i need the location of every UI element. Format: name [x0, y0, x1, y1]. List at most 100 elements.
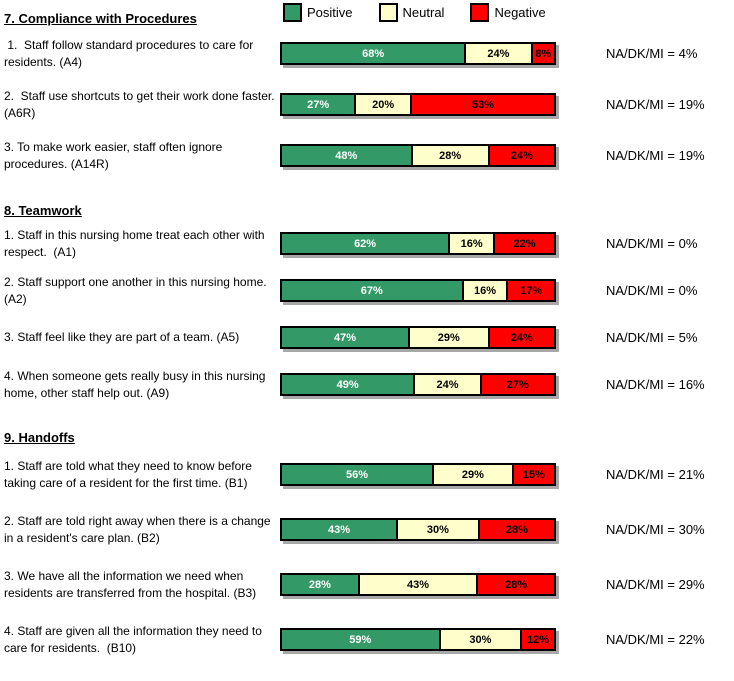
chart-body: 7. Compliance with Procedures 1. Staff f…: [4, 10, 734, 667]
question-text: 3. Staff feel like they are part of a te…: [4, 330, 240, 344]
bar-segment-negative: 24%: [487, 146, 554, 165]
bar-segment-positive: 27%: [282, 95, 355, 114]
bar-segment-neutral: 24%: [464, 44, 531, 63]
stacked-bar: 59% 30% 12%: [280, 628, 556, 651]
bar-segment-label: 27%: [307, 98, 330, 111]
bar-segment-negative: 28%: [476, 575, 554, 594]
stacked-bar: 47% 29% 24%: [280, 326, 556, 349]
survey-item-row: 1. Staff follow standard procedures to c…: [4, 28, 734, 79]
survey-item-row: 4. Staff are given all the information t…: [4, 612, 734, 667]
bar-segment-label: 24%: [510, 331, 533, 344]
bar-segment-positive: 68%: [282, 44, 465, 63]
bar-segment-positive: 59%: [282, 630, 439, 649]
bar-segment-label: 12%: [527, 633, 550, 646]
na-label: NA/DK/MI = 30%: [606, 522, 705, 537]
bar-segment-label: 28%: [505, 578, 528, 591]
bar-cell: 48% 28% 24%: [276, 144, 558, 167]
section-rows: 1. Staff follow standard procedures to c…: [4, 28, 734, 181]
legend-swatch-negative: [470, 3, 490, 22]
survey-item-row: 3. Staff feel like they are part of a te…: [4, 314, 734, 361]
bar-segment-label: 49%: [336, 378, 359, 391]
legend-swatch-neutral: [378, 3, 398, 22]
bar-segment-positive: 62%: [282, 234, 449, 253]
bar-segment-negative: 28%: [477, 520, 554, 539]
bar-segment-neutral: 29%: [432, 465, 512, 484]
bar-segment-label: 24%: [510, 149, 533, 162]
na-label: NA/DK/MI = 0%: [606, 236, 698, 251]
bar-segment-label: 30%: [426, 523, 449, 536]
section-title: 8. Teamwork: [4, 203, 82, 218]
bar-segment-negative: 27%: [479, 375, 554, 394]
legend-item: Positive: [283, 3, 353, 22]
bar-segment-label: 62%: [354, 237, 377, 250]
question-text: 1. Staff in this nursing home treat each…: [4, 227, 268, 259]
question-text: 4. Staff are given all the information t…: [4, 623, 266, 655]
bar-segment-label: 68%: [362, 47, 385, 60]
bar-segment-positive: 49%: [282, 375, 414, 394]
bar-segment-neutral: 16%: [448, 234, 494, 253]
stacked-bar: 28% 43% 28%: [280, 573, 556, 596]
na-label: NA/DK/MI = 16%: [606, 377, 705, 392]
section-title: 9. Handoffs: [4, 430, 75, 445]
bar-segment-negative: 15%: [511, 465, 554, 484]
question-text: 2. Staff use shortcuts to get their work…: [4, 88, 278, 120]
bar-segment-label: 16%: [460, 237, 483, 250]
bar-segment-label: 24%: [436, 378, 459, 391]
section-rows: 1. Staff in this nursing home treat each…: [4, 220, 734, 408]
stacked-bar: 56% 29% 15%: [280, 463, 556, 486]
question-text: 2. Staff are told right away when there …: [4, 513, 274, 545]
stacked-bar: 48% 28% 24%: [280, 144, 556, 167]
survey-item-row: 3. We have all the information we need w…: [4, 557, 734, 612]
question-text: 2. Staff support one another in this nur…: [4, 274, 274, 306]
bar-segment-label: 59%: [349, 633, 372, 646]
bar-cell: 59% 30% 12%: [276, 628, 558, 651]
bar-segment-neutral: 29%: [407, 328, 488, 347]
bar-segment-label: 24%: [487, 47, 510, 60]
na-label: NA/DK/MI = 21%: [606, 467, 705, 482]
bar-segment-label: 17%: [520, 284, 543, 297]
legend-item: Neutral: [378, 3, 445, 22]
bar-segment-neutral: 16%: [461, 281, 507, 300]
question-text: 3. We have all the information we need w…: [4, 568, 257, 600]
bar-segment-positive: 47%: [282, 328, 408, 347]
bar-cell: 27% 20% 53%: [276, 93, 558, 116]
section: 9. Handoffs 1. Staff are told what they …: [4, 408, 734, 667]
bar-segment-label: 16%: [473, 284, 497, 297]
na-label: NA/DK/MI = 5%: [606, 330, 698, 345]
bar-segment-label: 27%: [506, 378, 529, 391]
na-label: NA/DK/MI = 4%: [606, 46, 698, 61]
bar-segment-negative: 53%: [409, 95, 554, 114]
legend-label: Negative: [494, 5, 546, 20]
bar-cell: 47% 29% 24%: [276, 326, 558, 349]
bar-segment-label: 28%: [439, 149, 462, 162]
bar-segment-label: 22%: [513, 237, 536, 250]
bar-cell: 28% 43% 28%: [276, 573, 558, 596]
legend-item: Negative: [470, 3, 546, 22]
na-label: NA/DK/MI = 29%: [606, 577, 705, 592]
survey-item-row: 2. Staff are told right away when there …: [4, 502, 734, 557]
bar-segment-negative: 12%: [520, 630, 554, 649]
bar-cell: 56% 29% 15%: [276, 463, 558, 486]
bar-segment-label: 30%: [469, 633, 492, 646]
bar-segment-label: 43%: [328, 523, 351, 536]
bar-segment-neutral: 30%: [396, 520, 478, 539]
bar-segment-negative: 8%: [530, 44, 554, 63]
na-label: NA/DK/MI = 19%: [606, 97, 705, 112]
bar-segment-negative: 22%: [493, 234, 554, 253]
na-label: NA/DK/MI = 22%: [606, 632, 705, 647]
bar-segment-positive: 43%: [282, 520, 397, 539]
survey-item-row: 2. Staff use shortcuts to get their work…: [4, 79, 734, 130]
na-label: NA/DK/MI = 0%: [606, 283, 698, 298]
legend: Positive Neutral Negative: [283, 3, 572, 22]
legend-label: Positive: [307, 5, 353, 20]
bar-segment-label: 53%: [471, 98, 494, 111]
bar-cell: 43% 30% 28%: [276, 518, 558, 541]
survey-item-row: 3. To make work easier, staff often igno…: [4, 130, 734, 181]
survey-item-row: 1. Staff in this nursing home treat each…: [4, 220, 734, 267]
bar-segment-label: 29%: [437, 331, 460, 344]
bar-segment-label: 43%: [406, 578, 430, 591]
legend-label: Neutral: [402, 5, 445, 20]
survey-item-row: 4. When someone gets really busy in this…: [4, 361, 734, 408]
section: 7. Compliance with Procedures 1. Staff f…: [4, 10, 734, 181]
question-text: 4. When someone gets really busy in this…: [4, 368, 269, 400]
